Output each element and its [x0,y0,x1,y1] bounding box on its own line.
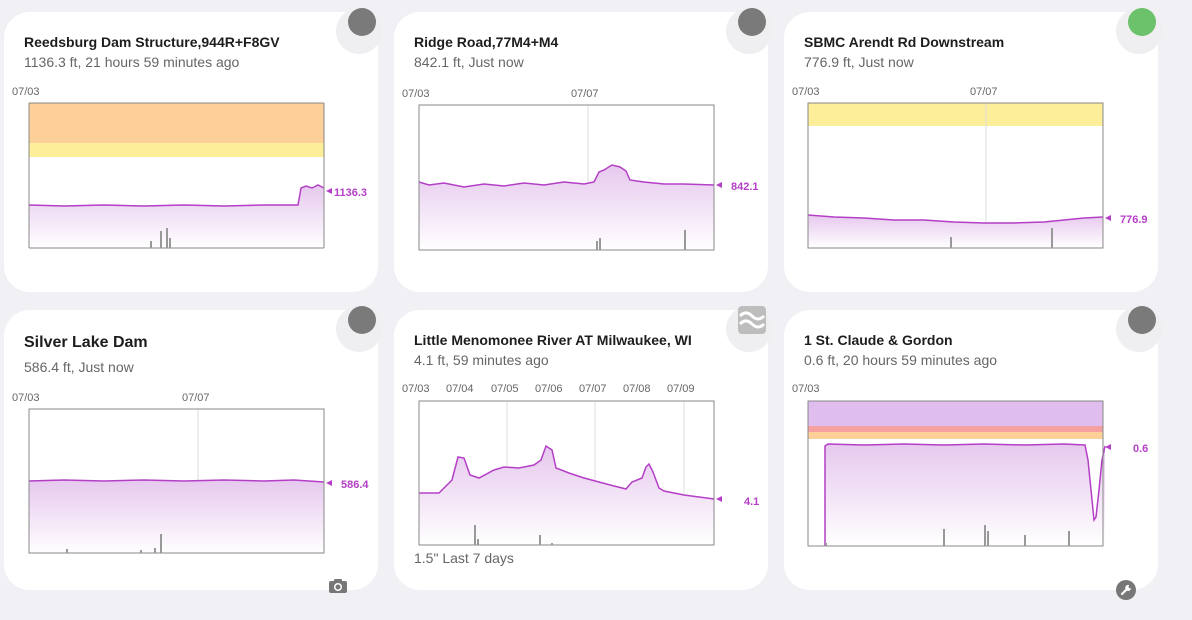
status-dot-icon [348,8,376,36]
current-value-label: 1136.3 [334,187,367,199]
current-value-label: 586.4 [341,479,369,491]
current-value-label: 842.1 [731,181,759,193]
status-dot-icon [1128,8,1156,36]
sensor-card[interactable]: Reedsburg Dam Structure,944R+F8GV 1136.3… [4,8,382,292]
status-corner [336,8,382,54]
current-value-label: 776.9 [1120,214,1148,226]
level-chart: 07/03 07/07 776.9 [792,86,1148,249]
date-label: 07/06 [535,383,563,395]
card-subtitle: 776.9 ft, Just now [804,54,914,70]
current-marker [716,496,722,502]
status-corner [726,306,772,352]
date-label: 07/08 [623,383,651,395]
level-line [419,444,715,500]
status-corner [1116,8,1162,54]
date-label: 07/03 [12,86,40,98]
level-line [28,479,325,483]
level-chart: 07/03 07/07 586.4 [12,392,369,554]
level-chart: 07/03 0.6 [792,383,1148,547]
orange-threshold-band [29,103,324,143]
level-fill [419,446,714,545]
yellow-threshold-band [29,143,324,157]
date-label: 07/07 [970,86,998,98]
status-dot-icon [738,8,766,36]
card-title: Little Menomonee River AT Milwaukee, WI [414,332,692,348]
rain-bars [66,534,162,553]
status-dot-icon [1128,306,1156,334]
camera-icon[interactable] [328,578,348,594]
sensor-card[interactable]: SBMC Arendt Rd Downstream 776.9 ft, Just… [784,8,1162,292]
card-title: Ridge Road,77M4+M4 [414,34,559,50]
date-label: 07/09 [667,383,695,395]
wrench-icon[interactable] [1116,580,1136,600]
date-label: 07/07 [182,392,210,404]
card-subtitle: 586.4 ft, Just now [24,359,134,375]
rain-bars [474,525,553,545]
date-label: 07/03 [792,86,820,98]
date-label: 07/04 [446,383,474,395]
card-title: Silver Lake Dam [24,334,148,351]
level-fill [29,480,324,553]
level-line [807,214,1104,224]
sensor-card[interactable]: 1 St. Claude & Gordon 0.6 ft, 20 hours 5… [784,306,1162,600]
card-title: Reedsburg Dam Structure,944R+F8GV [24,34,280,50]
date-label: 07/03 [12,392,40,404]
current-value-label: 4.1 [744,496,759,508]
card-subtitle: 1136.3 ft, 21 hours 59 minutes ago [24,54,240,70]
date-label: 07/05 [491,383,519,395]
current-marker [326,480,332,486]
date-label: 07/03 [402,88,430,100]
card-subtitle: 0.6 ft, 20 hours 59 minutes ago [804,352,998,368]
date-label: 07/03 [792,383,820,395]
sensor-card[interactable]: Little Menomonee River AT Milwaukee, WI … [394,306,772,590]
status-corner [336,306,382,352]
level-fill [419,165,714,250]
level-line [418,164,715,188]
status-corner [726,8,772,54]
current-marker [1105,444,1111,450]
chart-frame [28,408,325,554]
status-corner [1116,306,1162,352]
red-threshold-band [808,426,1103,432]
rain-bars [150,228,171,248]
level-line [824,443,1106,546]
date-label: 07/07 [579,383,607,395]
level-line [28,184,325,207]
current-marker [716,182,722,188]
orange-threshold-band [808,432,1103,439]
level-chart: 07/03 07/04 07/05 07/06 07/07 07/08 07/0… [402,383,759,546]
card-subtitle: 4.1 ft, 59 minutes ago [414,352,549,368]
chart-frame [807,400,1104,547]
level-chart: 07/03 1136.3 [12,86,367,249]
current-marker [1105,215,1111,221]
card-title: SBMC Arendt Rd Downstream [804,34,1005,50]
status-dot-icon [348,306,376,334]
rain-bars [825,525,1070,546]
sensor-card[interactable]: Silver Lake Dam 586.4 ft, Just now 07/03… [4,306,382,593]
water-waves-icon [738,306,766,334]
chart-frame [807,102,1104,249]
yellow-threshold-band [808,103,1103,126]
rainfall-summary: 1.5" Last 7 days [414,550,514,566]
level-fill [29,185,324,248]
level-fill [808,215,1103,248]
card-title: 1 St. Claude & Gordon [804,332,953,348]
date-label: 07/03 [402,383,430,395]
date-label: 07/07 [571,88,599,100]
card-subtitle: 842.1 ft, Just now [414,54,524,70]
chart-frame [418,104,715,251]
level-fill [825,444,1105,546]
rain-bars [596,230,686,250]
level-chart: 07/03 07/07 842.1 [402,88,759,251]
current-value-label: 0.6 [1133,443,1148,455]
current-marker [326,188,332,194]
sensor-card[interactable]: Ridge Road,77M4+M4 842.1 ft, Just now 07… [394,8,772,292]
purple-threshold-band [808,401,1103,426]
rain-bars [950,228,1053,248]
chart-frame [418,400,715,546]
